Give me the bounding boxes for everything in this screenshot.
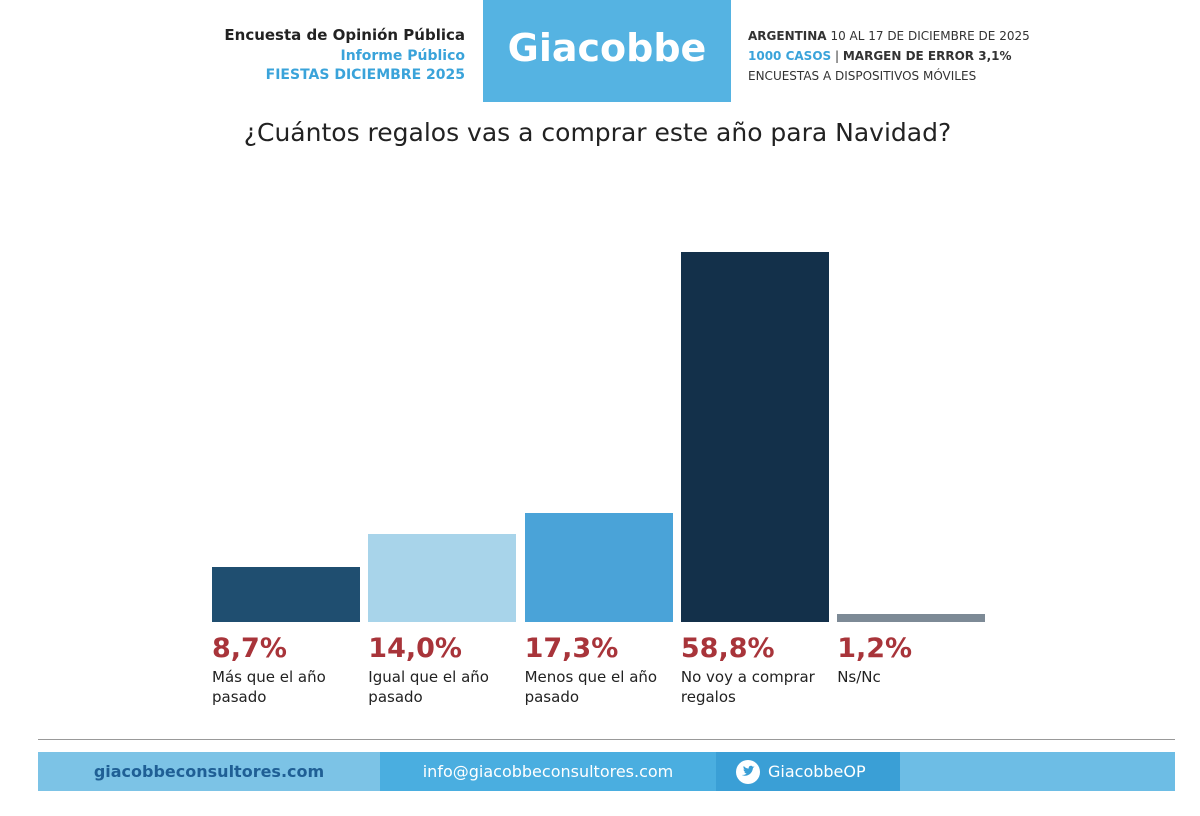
value-label: 8,7% [212,633,287,664]
value-label: 58,8% [680,633,775,664]
email: info@giacobbeconsultores.com [380,752,716,791]
margin: MARGEN DE ERROR 3,1% [842,49,1012,63]
info-line: 1000 CASOS | MARGEN DE ERROR 3,1% [748,49,1012,63]
twitter-handle: GiacobbeOP [768,762,866,781]
category-label: Menos que el año pasado [524,668,658,706]
header-title: Encuesta de Opinión Pública [224,26,465,44]
value-label: 1,2% [837,633,913,664]
bar [212,567,360,622]
bar [368,533,517,622]
divider [38,739,1175,740]
info-line: ARGENTINA 10 AL 17 DE DICIEMBRE DE 2025 [748,29,1030,43]
separator: | [834,49,840,63]
cases: 1000 CASOS [748,49,832,63]
bar [837,614,986,622]
bar [524,513,673,622]
category-label: Igual que el año pasado [368,668,489,706]
header-subtitle: Informe Público [340,48,465,64]
category-label: No voy a comprar regalos [680,668,815,706]
method: ENCUESTAS A DISPOSITIVOS MÓVILES [748,69,977,83]
dates: 10 AL 17 DE DICIEMBRE DE 2025 [830,29,1030,43]
brand: Giacobbe [483,0,731,102]
header-edition: FIESTAS DICIEMBRE 2025 [265,67,465,83]
category-label: Ns/Nc [837,668,881,686]
twitter-icon [736,760,760,784]
twitter: GiacobbeOP [716,752,900,791]
chart-title: ¿Cuántos regalos vas a comprar este año … [243,118,952,147]
website: giacobbeconsultores.com [38,752,380,791]
category-label: Más que el año pasado [212,668,326,706]
value-label: 14,0% [368,633,462,664]
bar [680,252,829,622]
country: ARGENTINA [748,29,827,43]
value-label: 17,3% [524,633,619,664]
